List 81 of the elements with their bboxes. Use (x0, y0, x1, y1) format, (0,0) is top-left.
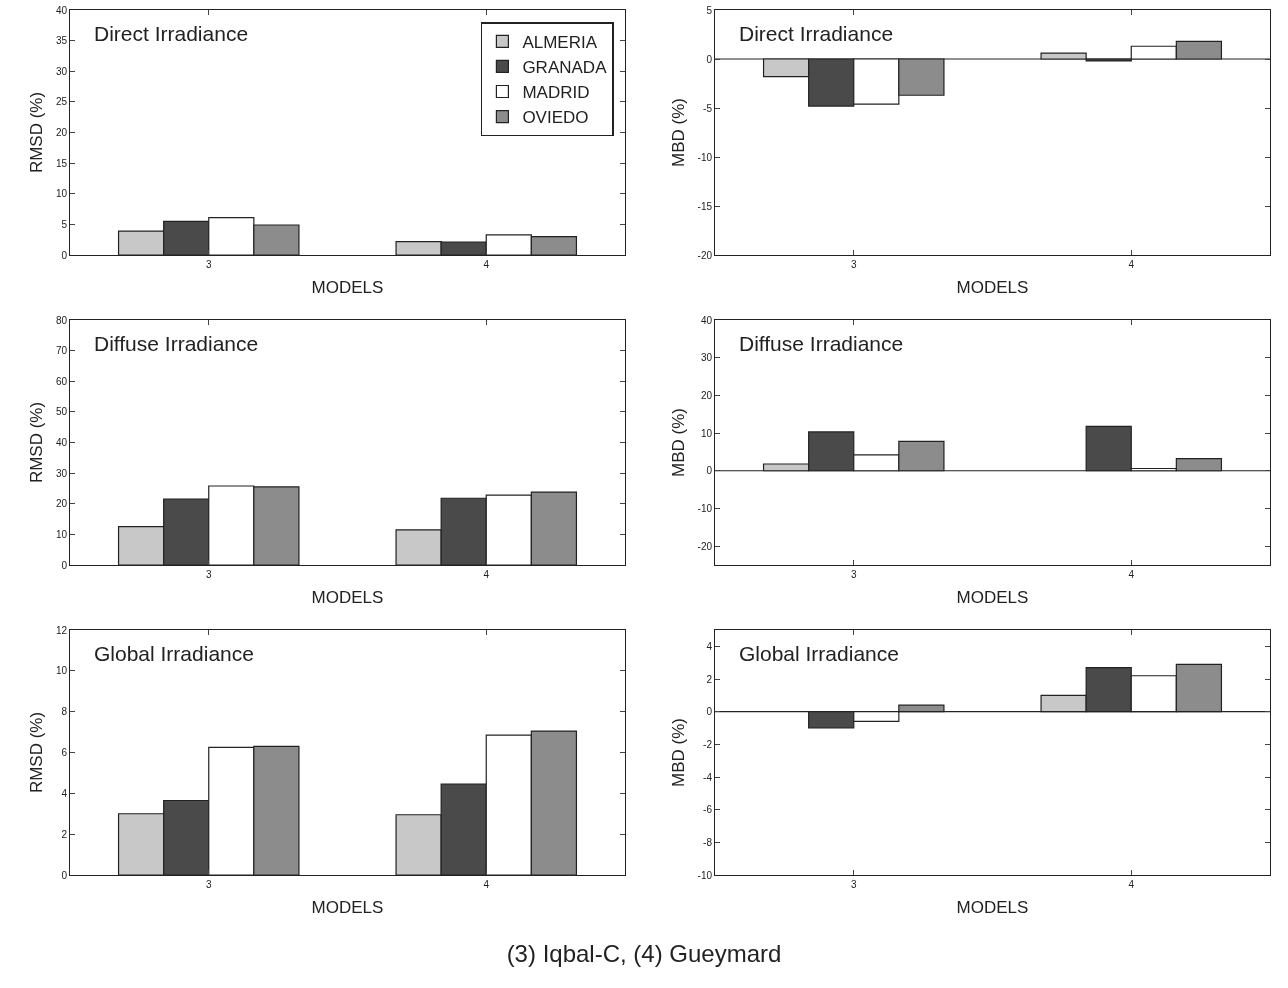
y-tick-label: -6 (703, 804, 713, 816)
y-tick-label: 30 (55, 65, 68, 77)
y-tick-label: -2 (703, 738, 713, 750)
y-tick-label: -20 (697, 249, 713, 261)
text: Global Irradiance (739, 642, 899, 665)
y-tick-label: 6 (61, 747, 68, 758)
y-tick-label: 20 (55, 127, 68, 138)
text: Direct Irradiance (94, 22, 249, 45)
text: (3) Iqbal-C, (4) Gueymard (505, 940, 783, 968)
y-tick-label: 20 (55, 498, 68, 510)
x-tick-label: 3 (850, 879, 857, 890)
y-tick-label: 4 (61, 787, 68, 799)
y-tick-label: 40 (55, 4, 68, 16)
x-axis-title: MODELS (956, 898, 1029, 918)
x-tick-label: 4 (483, 259, 490, 270)
y-tick-label: 40 (700, 314, 713, 326)
x-tick-label: 3 (850, 259, 857, 270)
text: Diffuse Irradiance (94, 332, 259, 355)
x-tick-label: 4 (1128, 259, 1135, 270)
y-tick-label: -15 (697, 200, 713, 212)
y-tick-label: 30 (55, 467, 68, 479)
y-tick-label: 10 (700, 427, 713, 439)
x-tick-label: 3 (850, 569, 857, 580)
y-tick-label: 40 (55, 437, 68, 448)
y-tick-label: 8 (61, 706, 68, 718)
x-tick-label: 3 (205, 259, 212, 270)
x-axis-title: MODELS (956, 278, 1029, 298)
y-tick-label: 50 (55, 406, 68, 418)
legend-label: GRANADA (522, 58, 608, 78)
x-axis-title: MODELS (311, 898, 384, 918)
y-tick-label: -20 (697, 540, 713, 552)
x-tick-label: 4 (1128, 879, 1135, 890)
y-tick-label: -4 (703, 771, 713, 783)
y-tick-label: 12 (55, 624, 68, 636)
x-tick-label: 3 (205, 569, 212, 580)
y-tick-label: 0 (706, 53, 713, 65)
y-tick-label: -10 (697, 151, 713, 163)
legend-label: OVIEDO (522, 108, 589, 128)
y-tick-label: 60 (55, 375, 68, 387)
y-tick-label: 5 (61, 218, 68, 230)
y-tick-label: 20 (700, 389, 713, 401)
y-tick-label: 35 (55, 35, 68, 47)
x-axis-title: MODELS (311, 278, 384, 298)
y-tick-label: 2 (706, 673, 713, 685)
y-tick-label: 10 (55, 528, 68, 540)
x-tick-label: 4 (1128, 569, 1135, 580)
y-tick-label: 4 (706, 640, 713, 652)
y-tick-label: 0 (61, 559, 68, 571)
x-tick-label: 4 (483, 879, 490, 890)
y-tick-label: -5 (703, 102, 713, 114)
y-tick-label: 10 (55, 665, 68, 677)
y-tick-label: 30 (700, 352, 713, 364)
y-tick-label: 10 (55, 188, 68, 200)
y-tick-label: 70 (55, 345, 68, 357)
y-tick-label: 0 (706, 706, 713, 718)
x-axis-title: MODELS (311, 588, 384, 608)
y-axis-title: RMSD (%) (27, 401, 47, 484)
text: Diffuse Irradiance (739, 332, 904, 355)
y-axis-title: RMSD (%) (27, 91, 47, 174)
x-tick-label: 3 (205, 879, 212, 890)
y-axis-title: MBD (%) (669, 98, 689, 167)
y-tick-label: 15 (55, 157, 68, 169)
y-tick-label: 80 (55, 314, 68, 326)
legend-label: MADRID (522, 83, 590, 103)
text: Global Irradiance (94, 642, 254, 665)
y-axis-title: MBD (%) (669, 718, 689, 787)
x-axis-title: MODELS (956, 588, 1029, 608)
legend-label: ALMERIA (522, 32, 598, 52)
y-tick-label: 0 (61, 869, 68, 881)
y-tick-label: 25 (55, 96, 68, 108)
y-tick-label: 5 (706, 4, 713, 16)
y-axis-title: MBD (%) (669, 408, 689, 477)
x-tick-label: 4 (483, 569, 490, 580)
y-tick-label: 2 (61, 828, 68, 840)
y-tick-label: -8 (703, 836, 713, 848)
y-tick-label: -10 (697, 869, 713, 881)
y-tick-label: 0 (61, 249, 68, 261)
y-tick-label: 0 (706, 465, 713, 477)
text: Direct Irradiance (739, 22, 894, 45)
y-tick-label: -10 (697, 502, 713, 514)
y-axis-title: RMSD (%) (27, 711, 47, 794)
